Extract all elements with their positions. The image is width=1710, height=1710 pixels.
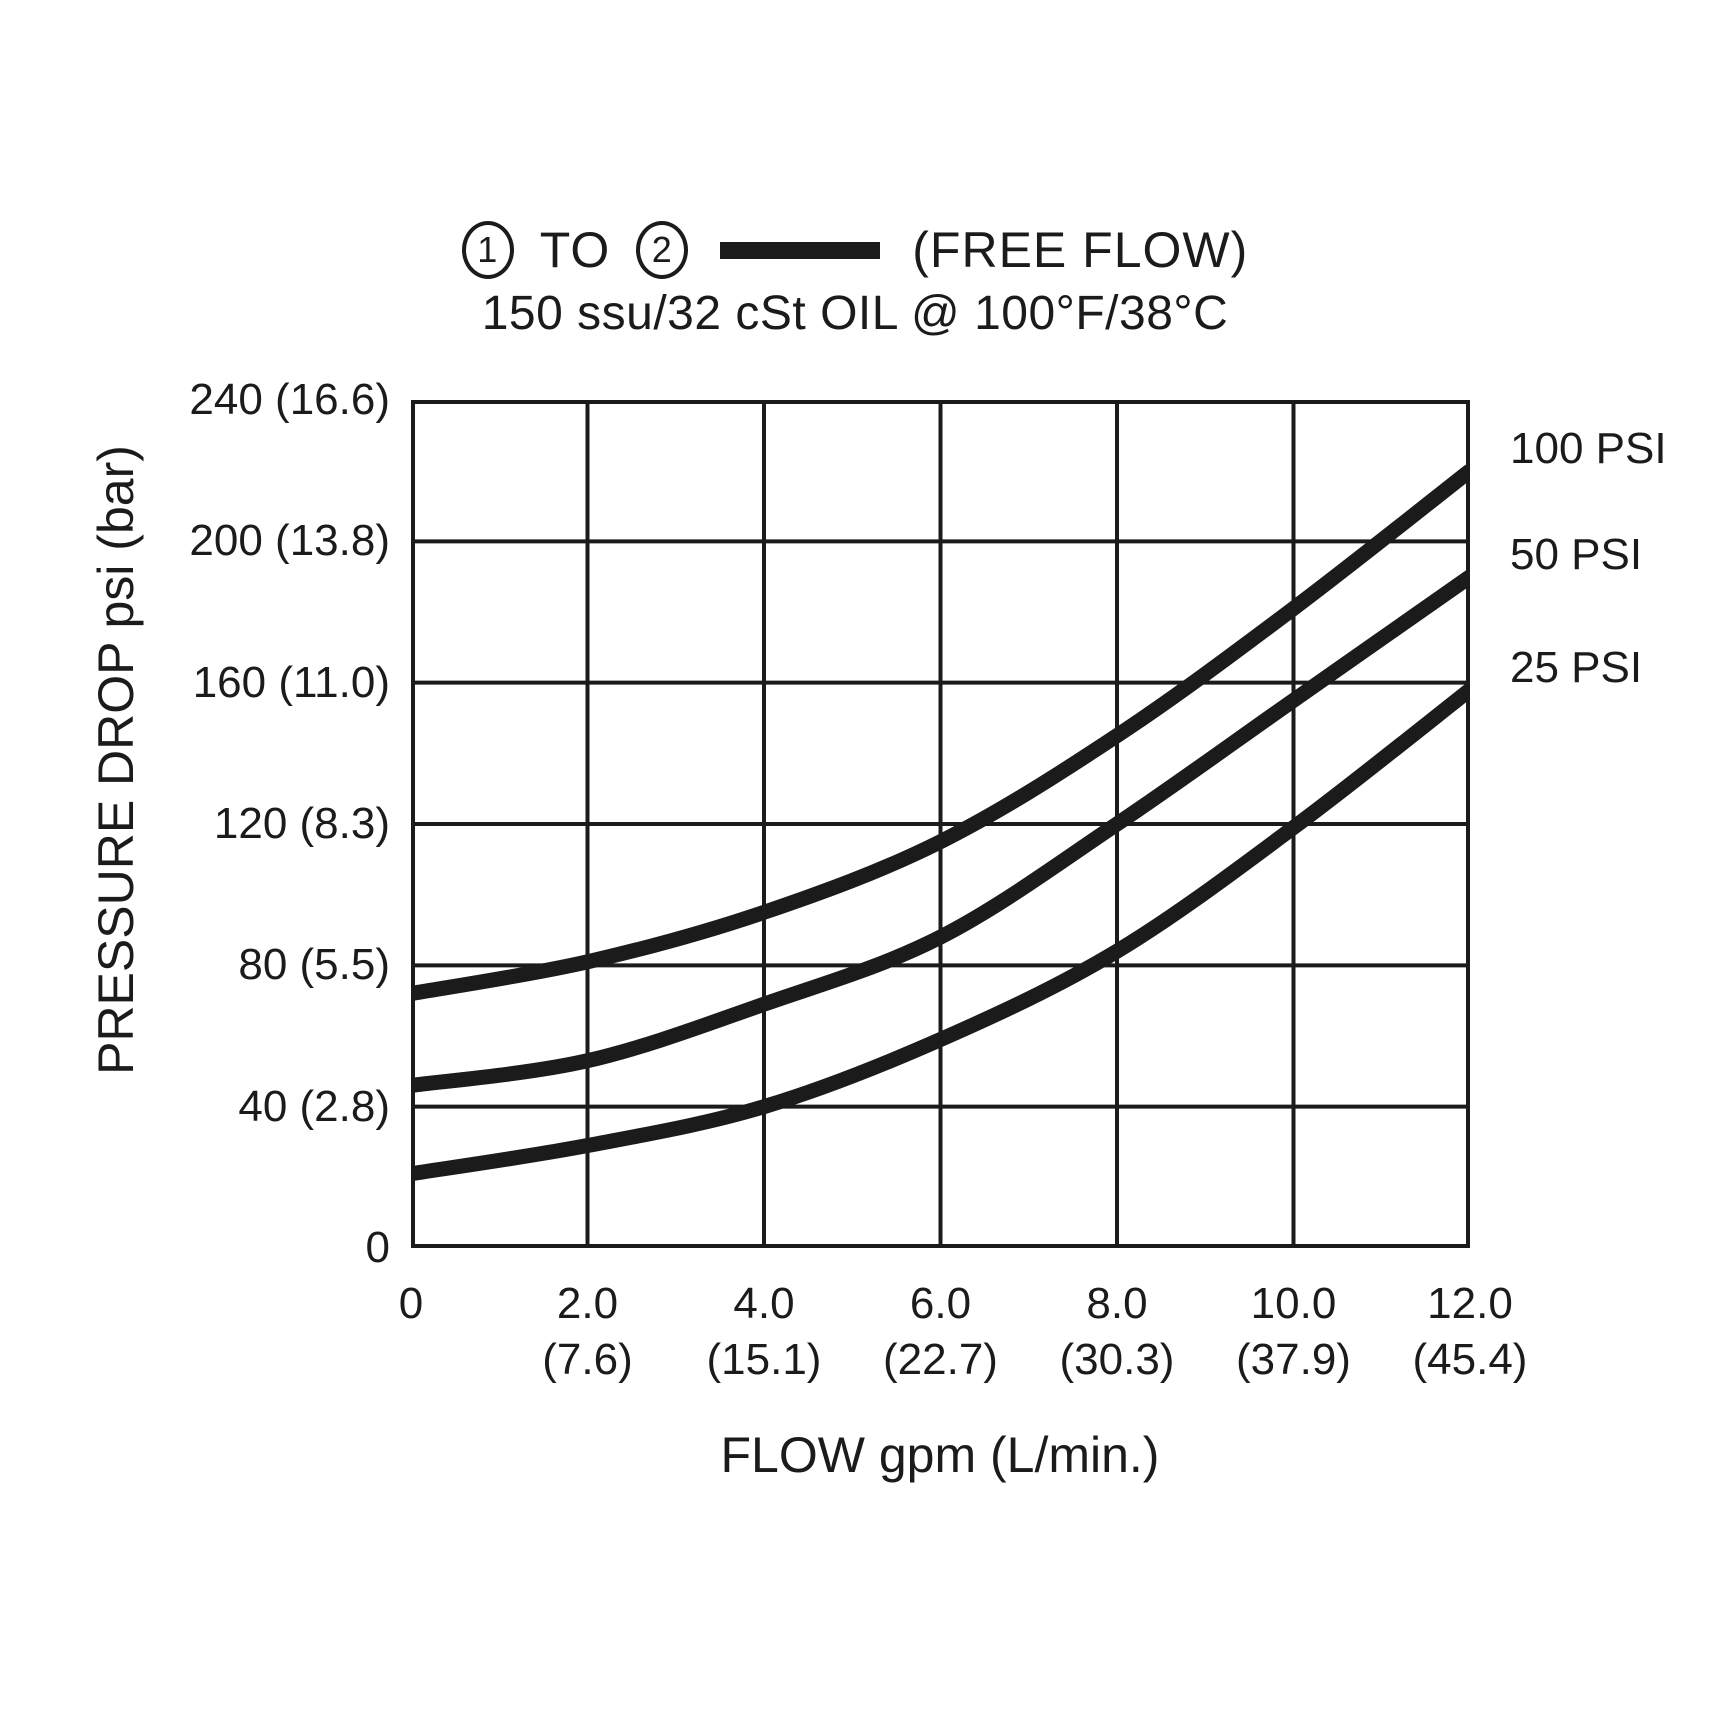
x-tick-label: 12.0 (45.4) bbox=[1370, 1276, 1570, 1388]
chart-subtitle: 150 ssu/32 cSt OIL @ 100°F/38°C bbox=[481, 287, 1229, 340]
curve-100-psi bbox=[411, 464, 1470, 1001]
x-tick-label: 2.0 (7.6) bbox=[488, 1276, 688, 1388]
chart-legend-row: 1 TO 2 (FREE FLOW) bbox=[0, 218, 1710, 282]
series-label-25-psi: 25 PSI bbox=[1510, 642, 1643, 692]
x-tick-lmin: (15.1) bbox=[706, 1335, 822, 1384]
y-tick-label: 160 (11.0) bbox=[192, 657, 390, 707]
curve-25-psi bbox=[411, 683, 1470, 1182]
plot-area bbox=[411, 400, 1470, 1248]
plot-border bbox=[411, 400, 1470, 1248]
x-tick-gpm: 12.0 bbox=[1427, 1279, 1513, 1328]
y-tick-label: 40 (2.8) bbox=[238, 1081, 390, 1131]
x-tick-label: 4.0 (15.1) bbox=[664, 1276, 864, 1388]
series-label-50-psi: 50 PSI bbox=[1510, 529, 1643, 579]
y-tick-label: 120 (8.3) bbox=[213, 799, 390, 848]
port-1-symbol: 1 bbox=[461, 221, 514, 279]
port-2-symbol: 2 bbox=[636, 221, 689, 279]
y-tick-label: 200 (13.8) bbox=[189, 516, 390, 566]
x-tick-label: 0 bbox=[311, 1276, 511, 1332]
x-tick-gpm: 8.0 bbox=[1086, 1279, 1148, 1328]
x-tick-lmin: (7.6) bbox=[542, 1335, 633, 1384]
x-tick-label: 6.0 (22.7) bbox=[841, 1276, 1041, 1388]
x-axis-title: FLOW gpm (L/min.) bbox=[720, 1427, 1160, 1483]
y-tick-label: 80 (5.5) bbox=[238, 940, 390, 990]
legend-free-flow-text: (FREE FLOW) bbox=[912, 222, 1249, 278]
x-tick-lmin: (37.9) bbox=[1236, 1335, 1351, 1384]
x-tick-lmin: (30.3) bbox=[1059, 1335, 1175, 1384]
curve-50-psi bbox=[411, 570, 1470, 1093]
x-tick-gpm: 10.0 bbox=[1250, 1279, 1337, 1328]
x-tick-label: 10.0 (37.9) bbox=[1194, 1276, 1394, 1388]
y-tick-label: 240 (16.6) bbox=[189, 375, 390, 424]
legend-to-text: TO bbox=[539, 222, 611, 278]
x-tick-lmin: (22.7) bbox=[883, 1335, 998, 1384]
y-axis-title: PRESSURE DROP psi (bar) bbox=[88, 445, 144, 1075]
x-tick-gpm: 0 bbox=[398, 1279, 424, 1328]
x-tick-lmin: (45.4) bbox=[1412, 1335, 1528, 1384]
x-tick-label: 8.0 (30.3) bbox=[1017, 1276, 1217, 1388]
x-tick-gpm: 2.0 bbox=[556, 1279, 619, 1328]
y-tick-label: 0 bbox=[365, 1223, 390, 1272]
x-tick-gpm: 6.0 bbox=[909, 1279, 972, 1328]
x-tick-gpm: 4.0 bbox=[733, 1279, 795, 1328]
series-label-100-psi: 100 PSI bbox=[1510, 423, 1667, 473]
legend-line-sample bbox=[720, 241, 881, 259]
